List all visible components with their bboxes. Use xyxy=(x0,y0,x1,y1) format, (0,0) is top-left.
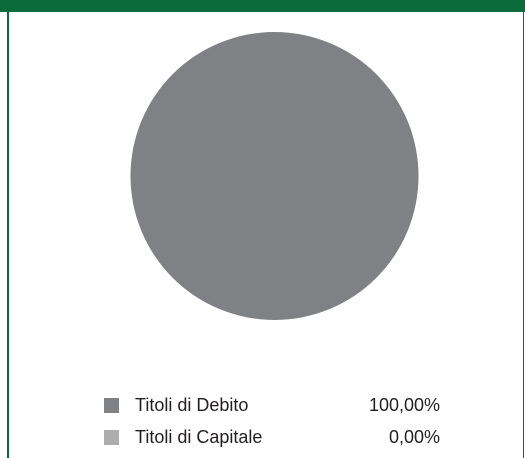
legend-value-titoli-di-capitale: 0,00% xyxy=(388,426,440,447)
legend-value-titoli-di-debito: 100,00% xyxy=(368,394,440,415)
legend-swatch-titoli-di-debito xyxy=(104,397,119,413)
legend-label-titoli-di-capitale: Titoli di Capitale xyxy=(135,426,263,447)
legend-label-titoli-di-debito: Titoli di Debito xyxy=(135,394,249,415)
legend-item-titoli-di-debito: Titoli di Debito 100,00% xyxy=(104,389,444,421)
panel-left-border xyxy=(7,12,9,458)
header-accent-bar xyxy=(0,0,525,12)
pie-slices xyxy=(130,32,419,320)
legend: Titoli di Debito 100,00% Titoli di Capit… xyxy=(104,389,444,453)
pie-slice-titoli-di-debito xyxy=(130,32,419,320)
panel-right-border xyxy=(522,12,524,458)
legend-item-titoli-di-capitale: Titoli di Capitale 0,00% xyxy=(104,421,444,453)
legend-swatch-titoli-di-capitale xyxy=(104,429,119,445)
